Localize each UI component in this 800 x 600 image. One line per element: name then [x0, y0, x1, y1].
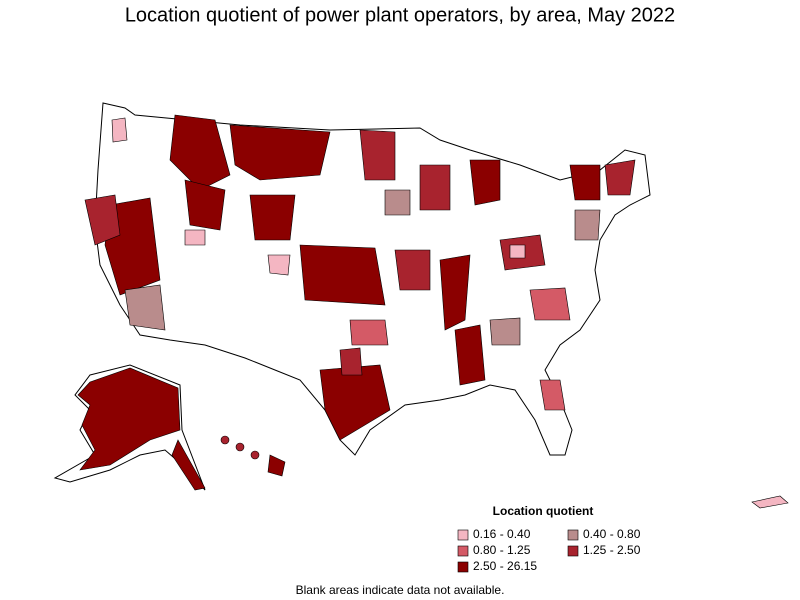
map-area [124, 284, 166, 331]
map-area [319, 364, 391, 441]
map-area [250, 450, 260, 460]
legend-swatch [567, 545, 579, 557]
map-area [299, 244, 386, 306]
map-area [469, 159, 501, 206]
map-area [359, 129, 396, 181]
map-area [184, 229, 206, 246]
map-area [454, 324, 486, 386]
map-area [339, 347, 363, 376]
legend-label: 2.50 - 26.15 [473, 559, 537, 573]
map-area [349, 319, 389, 346]
map-area [169, 114, 231, 191]
map-area [604, 159, 636, 196]
map-area [235, 442, 245, 452]
legend-swatch [457, 529, 469, 541]
legend-swatch [457, 561, 469, 573]
map-area [229, 124, 331, 181]
legend-swatch [567, 529, 579, 541]
map-area [394, 249, 431, 291]
legend-label: 0.80 - 1.25 [473, 543, 531, 557]
map-area [267, 454, 286, 477]
legend-label: 1.25 - 2.50 [583, 543, 641, 557]
map-area [84, 194, 121, 246]
hawaii [220, 435, 286, 477]
map-area [574, 209, 601, 241]
map-areas [77, 114, 636, 491]
map-area [171, 439, 206, 491]
map-area [509, 244, 526, 259]
map-area [439, 254, 471, 331]
map-area [419, 164, 451, 211]
map-area [529, 287, 571, 321]
legend: Location quotient 0.16 - 0.40 0.40 - 0.80… [457, 504, 641, 573]
map-area [489, 317, 521, 346]
legend-swatch [457, 545, 469, 557]
map-area [569, 164, 601, 201]
map-area [539, 379, 566, 411]
legend-title: Location quotient [493, 504, 594, 518]
map-area [184, 179, 226, 231]
map-area [267, 254, 291, 276]
legend-label: 0.40 - 0.80 [583, 527, 641, 541]
legend-label: 0.16 - 0.40 [473, 527, 531, 541]
map-area [751, 495, 789, 509]
footnote: Blank areas indicate data not available. [296, 583, 505, 597]
legend-items: 0.16 - 0.40 0.40 - 0.80 0.80 - 1.25 1.25 - … [457, 527, 641, 573]
map-area [111, 117, 128, 143]
map-area [249, 194, 296, 241]
map-area [384, 189, 411, 216]
map-area [77, 367, 181, 471]
map-area [220, 435, 230, 445]
map-title: Location quotient of power plant operato… [125, 4, 675, 26]
map [53, 102, 789, 509]
